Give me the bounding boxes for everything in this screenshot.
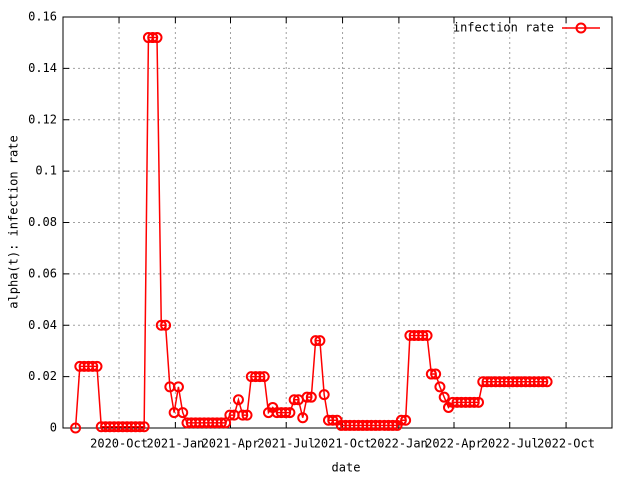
x-tick-label: 2021-Jan bbox=[146, 437, 204, 451]
data-point bbox=[473, 396, 485, 408]
data-point bbox=[387, 419, 399, 431]
legend-marker bbox=[575, 22, 587, 34]
data-point bbox=[434, 381, 446, 393]
data-point bbox=[400, 414, 412, 426]
data-point bbox=[438, 391, 450, 403]
data-point bbox=[138, 421, 150, 433]
data-point bbox=[91, 360, 103, 372]
x-axis-label: date bbox=[332, 461, 361, 475]
data-point bbox=[468, 396, 480, 408]
data-point bbox=[254, 371, 266, 383]
data-point bbox=[314, 335, 326, 347]
data-point bbox=[215, 417, 227, 429]
y-axis-label: alpha(t): infection rate bbox=[7, 135, 21, 308]
data-point bbox=[297, 412, 309, 424]
data-point bbox=[134, 421, 146, 433]
data-point bbox=[541, 376, 553, 388]
data-point bbox=[284, 407, 296, 419]
data-point bbox=[70, 422, 82, 434]
data-point bbox=[147, 32, 159, 44]
data-point bbox=[87, 360, 99, 372]
data-point bbox=[318, 389, 330, 401]
data-point bbox=[327, 414, 339, 426]
y-tick-label: 0 bbox=[50, 421, 57, 435]
x-tick-label: 2021-Apr bbox=[202, 437, 260, 451]
data-point bbox=[425, 368, 437, 380]
y-tick-label: 0.02 bbox=[28, 369, 57, 383]
x-tick-label: 2022-Jul bbox=[481, 437, 539, 451]
y-tick-label: 0.08 bbox=[28, 215, 57, 229]
data-point bbox=[155, 319, 167, 331]
legend-label: infection rate bbox=[453, 21, 554, 35]
data-point bbox=[177, 407, 189, 419]
y-tick-label: 0.16 bbox=[28, 10, 57, 24]
data-point bbox=[280, 407, 292, 419]
x-tick-label: 2020-Oct bbox=[90, 437, 148, 451]
x-tick-label: 2022-Apr bbox=[425, 437, 483, 451]
y-tick-label: 0.1 bbox=[35, 164, 57, 178]
x-tick-label: 2021-Oct bbox=[314, 437, 372, 451]
data-point bbox=[305, 391, 317, 403]
data-point bbox=[151, 32, 163, 44]
data-point bbox=[224, 409, 236, 421]
x-tick-label: 2022-Oct bbox=[537, 437, 595, 451]
data-point bbox=[237, 409, 249, 421]
y-tick-label: 0.06 bbox=[28, 266, 57, 280]
data-point bbox=[537, 376, 549, 388]
data-point bbox=[421, 330, 433, 342]
data-point bbox=[258, 371, 270, 383]
y-tick-label: 0.14 bbox=[28, 61, 57, 75]
y-tick-label: 0.12 bbox=[28, 112, 57, 126]
data-point bbox=[301, 391, 313, 403]
y-tick-label: 0.04 bbox=[28, 318, 57, 332]
x-tick-label: 2022-Jan bbox=[370, 437, 428, 451]
data-point bbox=[241, 409, 253, 421]
data-point bbox=[172, 381, 184, 393]
data-point bbox=[160, 319, 172, 331]
data-point bbox=[232, 394, 244, 406]
data-point bbox=[430, 368, 442, 380]
data-point bbox=[417, 330, 429, 342]
series-line bbox=[74, 36, 548, 429]
data-point bbox=[288, 394, 300, 406]
x-tick-label: 2021-Jul bbox=[257, 437, 315, 451]
data-point bbox=[395, 414, 407, 426]
data-point bbox=[310, 335, 322, 347]
